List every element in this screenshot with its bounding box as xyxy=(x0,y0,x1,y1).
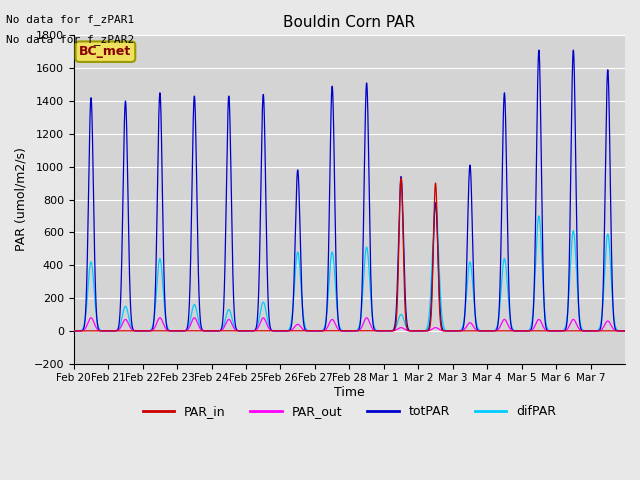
X-axis label: Time: Time xyxy=(334,386,365,399)
Text: BC_met: BC_met xyxy=(79,45,132,58)
Text: No data for f_zPAR1: No data for f_zPAR1 xyxy=(6,14,134,25)
Title: Bouldin Corn PAR: Bouldin Corn PAR xyxy=(284,15,415,30)
Y-axis label: PAR (umol/m2/s): PAR (umol/m2/s) xyxy=(15,147,28,252)
Text: No data for f_zPAR2: No data for f_zPAR2 xyxy=(6,34,134,45)
Legend: PAR_in, PAR_out, totPAR, difPAR: PAR_in, PAR_out, totPAR, difPAR xyxy=(138,400,561,423)
